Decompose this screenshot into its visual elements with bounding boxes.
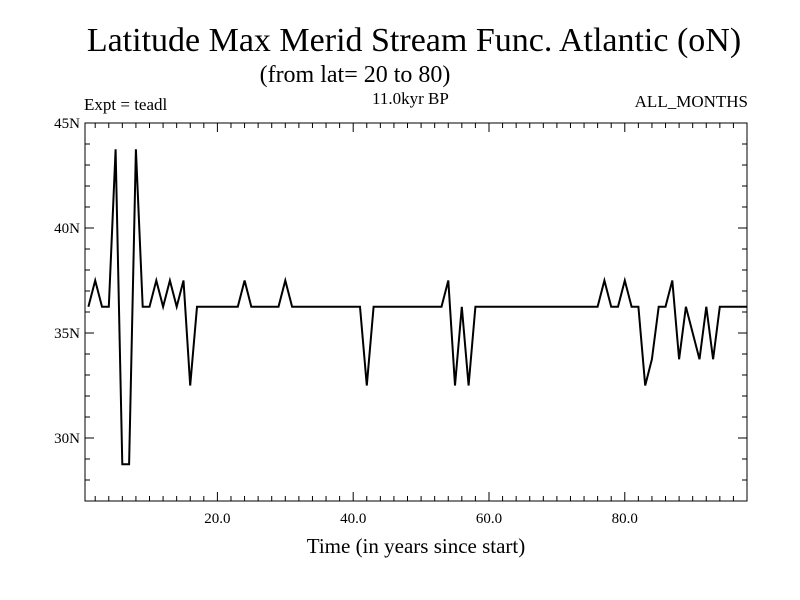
x-tick-label: 40.0: [340, 511, 366, 527]
experiment-label: Expt = teadl: [84, 95, 168, 114]
period-label: 11.0kyr BP: [372, 89, 449, 108]
axis-ticks: [85, 122, 748, 502]
chart-title: Latitude Max Merid Stream Func. Atlantic…: [86, 22, 742, 59]
x-tick-label: 80.0: [612, 511, 638, 527]
y-tick-label: 40N: [54, 221, 80, 237]
y-tick-label: 30N: [54, 431, 80, 447]
series-group: [87, 149, 747, 466]
x-tick-label: 60.0: [476, 511, 502, 527]
x-axis-title: Time (in years since start): [307, 534, 526, 558]
plot-frame: [84, 122, 748, 502]
x-tick-label: 20.0: [204, 511, 230, 527]
y-tick-label: 35N: [54, 326, 80, 342]
y-tick-label: 45N: [54, 116, 80, 132]
series-line: [87, 149, 747, 466]
chart-subtitle: (from lat= 20 to 80): [259, 62, 451, 88]
months-label: ALL_MONTHS: [634, 92, 748, 111]
axis-tick-labels: 20.0 40.0 60.0 80.0 30N 35N 40N 45N: [54, 116, 638, 527]
